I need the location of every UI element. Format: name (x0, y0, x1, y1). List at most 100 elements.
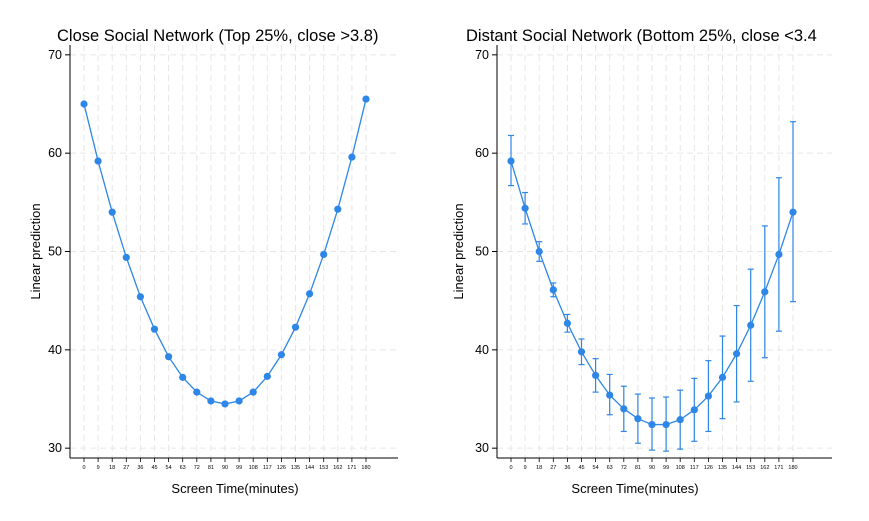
x-tick-label: 108 (676, 465, 685, 471)
data-point (577, 348, 586, 356)
data-point (535, 247, 543, 256)
x-tick-label: 63 (607, 465, 613, 471)
data-point (761, 288, 769, 296)
x-tick-label: 9 (524, 465, 527, 471)
data-point (108, 208, 116, 216)
y-tick-label: 30 (48, 441, 62, 455)
y-tick-label: 50 (48, 245, 62, 259)
data-point (549, 286, 557, 294)
x-tick-label: 171 (347, 465, 356, 471)
x-tick-label: 0 (509, 465, 512, 471)
data-point (620, 405, 628, 413)
x-tick-label: 9 (97, 465, 100, 471)
data-point (507, 157, 515, 165)
x-tick-label: 27 (123, 465, 129, 471)
chart-panel-close: Close Social Network (Top 25%, close >3.… (0, 0, 430, 521)
x-tick-label: 144 (732, 465, 741, 471)
x-tick-label: 90 (649, 465, 655, 471)
x-tick-label: 99 (236, 465, 242, 471)
gridlines (497, 45, 832, 458)
data-point (193, 388, 201, 396)
data-point (122, 253, 130, 261)
data-point (306, 290, 314, 298)
y-tick-label: 40 (475, 343, 489, 357)
data-point (179, 373, 187, 381)
x-tick-label: 135 (718, 465, 727, 471)
data-point (221, 400, 229, 408)
x-tick-label: 45 (151, 465, 157, 471)
data-point (94, 157, 102, 165)
x-tick-label: 171 (774, 465, 783, 471)
data-point (747, 321, 755, 329)
data-point (362, 95, 370, 103)
series (80, 95, 370, 408)
data-point (592, 371, 600, 379)
x-tick-label: 162 (760, 465, 769, 471)
x-tick-label: 18 (109, 465, 115, 471)
series (507, 121, 797, 452)
y-tick-label: 70 (475, 48, 489, 62)
chart-distant-social-network: Distant Social Network (Bottom 25%, clos… (451, 27, 832, 496)
x-tick-label: 180 (788, 465, 797, 471)
data-point (563, 319, 571, 327)
x-tick-label: 108 (249, 465, 258, 471)
x-tick-label: 81 (635, 465, 641, 471)
y-axis-label: Linear prediction (451, 203, 466, 299)
data-point (348, 153, 356, 161)
x-tick-label: 99 (663, 465, 669, 471)
y-axis-label: Linear prediction (28, 203, 43, 299)
x-tick-label: 54 (593, 465, 599, 471)
chart-close-social-network: Close Social Network (Top 25%, close >3.… (28, 27, 398, 496)
x-tick-label: 36 (137, 465, 143, 471)
data-point (718, 373, 727, 381)
data-point (676, 416, 684, 424)
data-point (648, 420, 656, 429)
data-point (235, 397, 243, 405)
data-point (320, 250, 328, 259)
data-point (263, 372, 271, 380)
x-tick-label: 135 (291, 465, 300, 471)
data-point (334, 205, 342, 213)
x-tick-label: 144 (305, 465, 314, 471)
data-point (733, 350, 741, 358)
x-tick-label: 72 (194, 465, 200, 471)
data-point (775, 250, 783, 259)
x-tick-label: 63 (180, 465, 186, 471)
data-point (80, 100, 88, 108)
x-tick-label: 72 (621, 465, 627, 471)
data-point (207, 397, 215, 405)
data-point (136, 293, 144, 301)
data-point (704, 392, 712, 400)
x-tick-label: 36 (564, 465, 570, 471)
x-tick-label: 117 (690, 465, 699, 471)
x-tick-label: 0 (82, 465, 85, 471)
y-tick-label: 30 (475, 441, 489, 455)
data-point (662, 420, 670, 429)
data-point (606, 391, 614, 399)
data-point (521, 204, 529, 212)
y-tick-label: 70 (48, 48, 62, 62)
x-tick-label: 90 (222, 465, 228, 471)
gridlines (70, 45, 398, 458)
y-tick-label: 50 (475, 245, 489, 259)
x-axis-label: Screen Time(minutes) (571, 481, 698, 496)
y-tick-label: 40 (48, 343, 62, 357)
x-tick-label: 153 (746, 465, 755, 471)
x-tick-label: 27 (550, 465, 556, 471)
x-tick-label: 117 (263, 465, 272, 471)
data-point (165, 353, 173, 361)
data-point (249, 388, 257, 396)
data-point (291, 323, 300, 331)
chart-title: Close Social Network (Top 25%, close >3.… (57, 27, 378, 45)
chart-title: Distant Social Network (Bottom 25%, clos… (466, 27, 817, 45)
data-point (634, 415, 642, 423)
data-point (690, 406, 698, 414)
chart-panel-distant: Distant Social Network (Bottom 25%, clos… (430, 0, 869, 521)
x-axis-label: Screen Time(minutes) (171, 481, 298, 496)
x-tick-label: 126 (277, 465, 286, 471)
x-tick-label: 45 (578, 465, 584, 471)
x-tick-label: 18 (536, 465, 542, 471)
x-tick-label: 126 (704, 465, 713, 471)
y-tick-label: 60 (48, 146, 62, 160)
data-point (277, 351, 285, 359)
